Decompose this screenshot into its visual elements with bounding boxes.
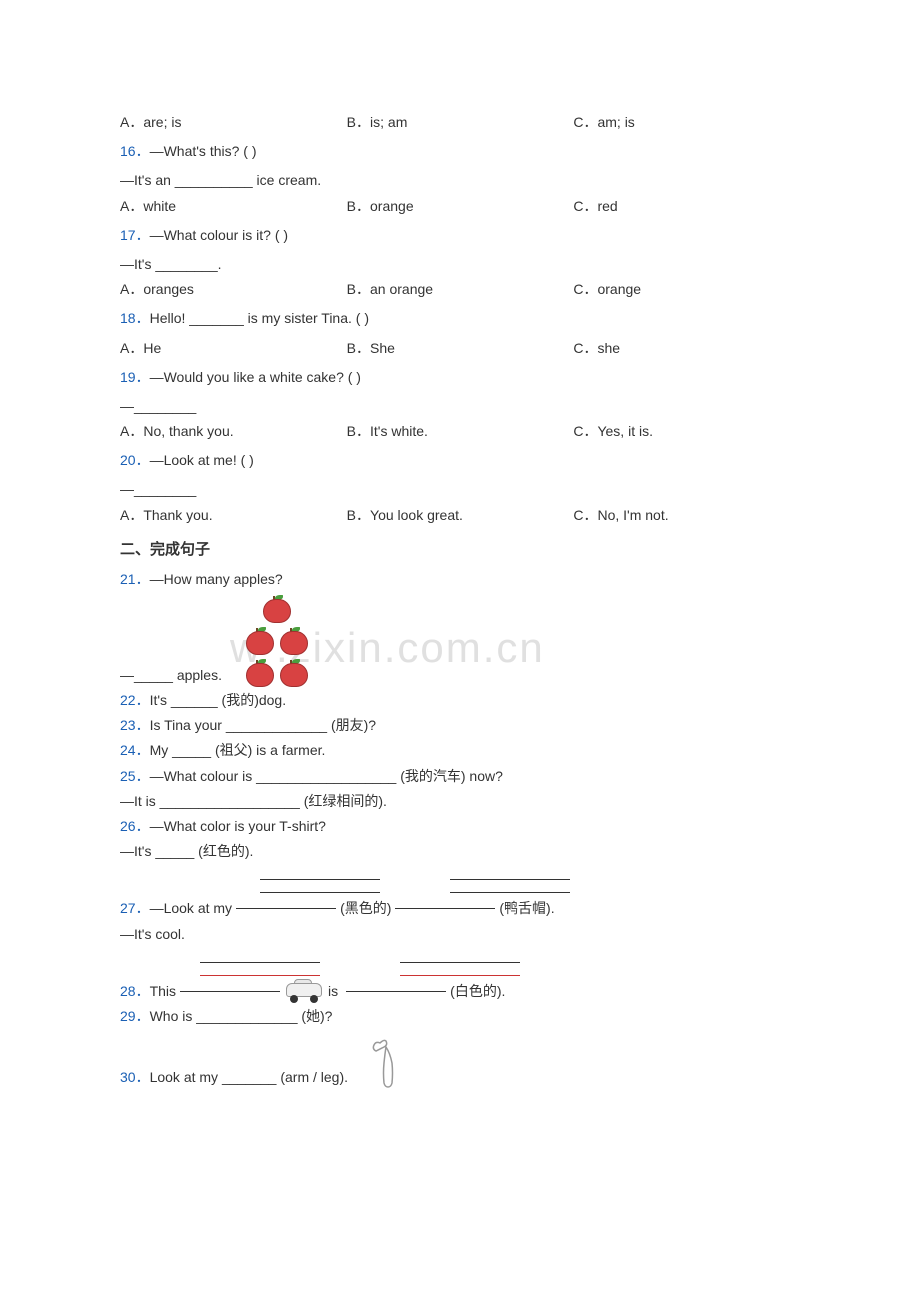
q26-num: 26．	[120, 818, 150, 834]
option-label: C．	[573, 114, 597, 130]
option-label: B．	[347, 281, 370, 297]
q20-option-c: C．No, I'm not.	[573, 503, 800, 528]
option-label: C．	[573, 281, 597, 297]
q15-option-b: B．is; am	[347, 110, 574, 135]
q15-options: A．are; is B．is; am C．am; is	[120, 110, 800, 135]
q20-stem: 20．—Look at me! ( )	[120, 448, 800, 473]
option-label: A．	[120, 423, 143, 439]
option-label: B．	[347, 507, 370, 523]
q19-continuation: —________	[120, 394, 800, 419]
q17-num: 17．	[120, 227, 150, 243]
q16-option-a: A．white	[120, 194, 347, 219]
q20-num: 20．	[120, 452, 150, 468]
q20-continuation: —________	[120, 477, 800, 502]
arm-icon	[368, 1035, 416, 1090]
option-label: B．	[347, 114, 370, 130]
q26-stem: 26．—What color is your T-shirt?	[120, 814, 800, 839]
q16-options: A．white B．orange C．red	[120, 194, 800, 219]
q26-answer: —It's _____ (红色的).	[120, 839, 800, 864]
q21-stem: 21．—How many apples?	[120, 567, 800, 592]
q17-continuation: —It's ________.	[120, 252, 800, 277]
q23: 23．Is Tina your _____________ (朋友)?	[120, 713, 800, 738]
q20-option-b: B．You look great.	[347, 503, 574, 528]
q18-option-b: B．She	[347, 336, 574, 361]
q27-blanks-top	[120, 870, 800, 896]
q24-num: 24．	[120, 742, 150, 758]
q24: 24．My _____ (祖父) is a farmer.	[120, 738, 800, 763]
option-label: C．	[573, 198, 597, 214]
q30-num: 30．	[120, 1069, 150, 1085]
q25-stem: 25．—What colour is __________________ (我…	[120, 764, 800, 789]
q19-option-b: B．It's white.	[347, 419, 574, 444]
q30: 30．Look at my _______ (arm / leg).	[120, 1035, 800, 1090]
q18-num: 18．	[120, 310, 150, 326]
q18-options: A．He B．She C．she	[120, 336, 800, 361]
q27-cool: —It's cool.	[120, 922, 800, 947]
q27-num: 27．	[120, 896, 150, 921]
q18-stem: 18．Hello! _______ is my sister Tina. ( )	[120, 306, 800, 331]
q16-num: 16．	[120, 143, 150, 159]
q21-num: 21．	[120, 571, 150, 587]
option-label: B．	[347, 340, 370, 356]
q17-stem: 17．—What colour is it? ( )	[120, 223, 800, 248]
q21-answer: —_____ apples.	[120, 663, 222, 688]
q17-option-b: B．an orange	[347, 277, 574, 302]
q17-options: A．oranges B．an orange C．orange	[120, 277, 800, 302]
q21-answer-row: —_____ apples.	[120, 592, 800, 688]
q19-option-a: A．No, thank you.	[120, 419, 347, 444]
document-content: A．are; is B．is; am C．am; is 16．—What's t…	[120, 110, 800, 1090]
q23-num: 23．	[120, 717, 150, 733]
q29-num: 29．	[120, 1008, 150, 1024]
option-label: A．	[120, 198, 143, 214]
q19-option-c: C．Yes, it is.	[573, 419, 800, 444]
q20-options: A．Thank you. B．You look great. C．No, I'm…	[120, 503, 800, 528]
option-label: C．	[573, 340, 597, 356]
q25-num: 25．	[120, 768, 150, 784]
q19-stem: 19．—Would you like a white cake? ( )	[120, 365, 800, 390]
q16-option-c: C．red	[573, 194, 800, 219]
option-label: A．	[120, 507, 143, 523]
section-title: 二、完成句子	[120, 536, 800, 563]
option-label: A．	[120, 114, 143, 130]
q18-option-c: C．she	[573, 336, 800, 361]
car-icon	[284, 979, 324, 1003]
q17-option-a: A．oranges	[120, 277, 347, 302]
q27: 27． —Look at my (黑色的) (鸭舌帽).	[120, 896, 800, 921]
q28: 28． This is (白色的).	[120, 979, 800, 1004]
q16-option-b: B．orange	[347, 194, 574, 219]
q16-stem: 16．—What's this? ( )	[120, 139, 800, 164]
option-label: B．	[347, 423, 370, 439]
option-label: A．	[120, 340, 143, 356]
q22-num: 22．	[120, 692, 150, 708]
q22: 22．It's ______ (我的)dog.	[120, 688, 800, 713]
q19-options: A．No, thank you. B．It's white. C．Yes, it…	[120, 419, 800, 444]
q17-option-c: C．orange	[573, 277, 800, 302]
q18-option-a: A．He	[120, 336, 347, 361]
q20-option-a: A．Thank you.	[120, 503, 347, 528]
q29: 29．Who is _____________ (她)?	[120, 1004, 800, 1029]
q25-answer: —It is __________________ (红绿相间的).	[120, 789, 800, 814]
q16-continuation: —It's an __________ ice cream.	[120, 168, 800, 193]
q15-option-c: C．am; is	[573, 110, 800, 135]
q28-blanks-top	[120, 953, 800, 979]
q19-num: 19．	[120, 369, 150, 385]
q15-option-a: A．are; is	[120, 110, 347, 135]
option-label: A．	[120, 281, 143, 297]
option-label: B．	[347, 198, 370, 214]
q28-num: 28．	[120, 979, 150, 1004]
apples-icon	[222, 592, 332, 688]
option-label: C．	[573, 423, 597, 439]
option-label: C．	[573, 507, 597, 523]
